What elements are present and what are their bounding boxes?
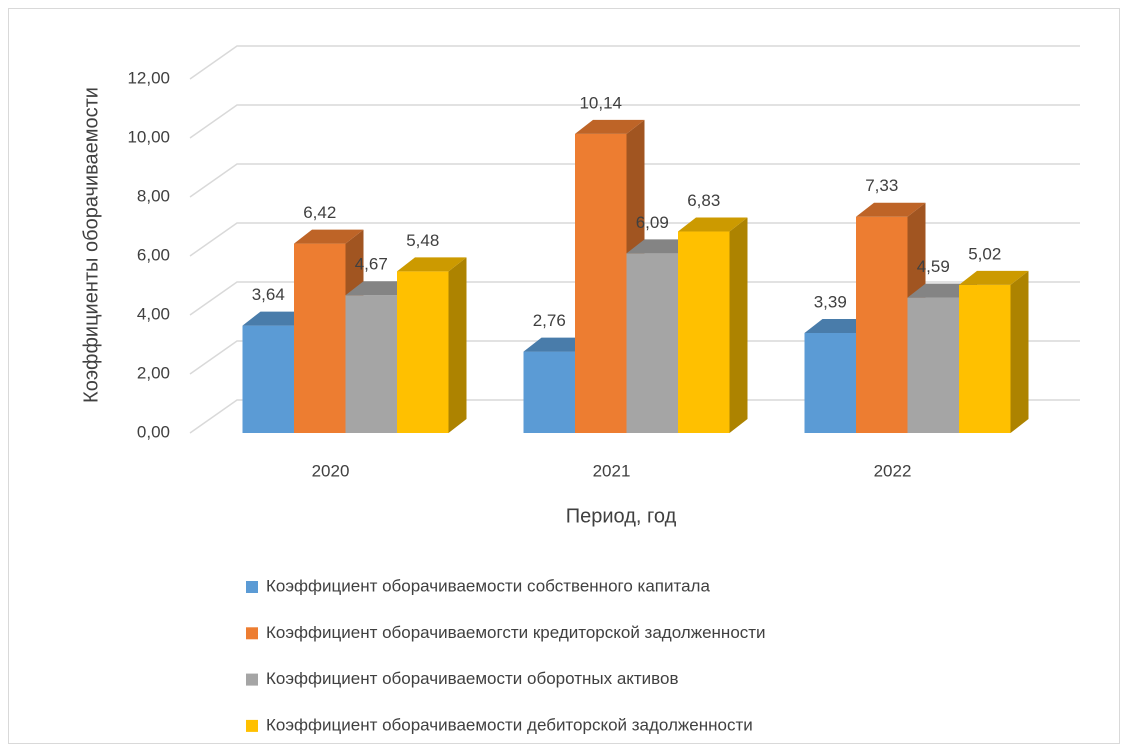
x-axis-title: Период, год: [566, 505, 677, 527]
y-tick-label: 4,00: [137, 304, 170, 323]
bar-top: [678, 217, 748, 232]
grid-line: [189, 45, 1080, 80]
y-axis-title: Коэффициенты оборачиваемости: [80, 87, 102, 403]
x-tick-label: 2020: [312, 461, 350, 480]
data-label: 7,33: [865, 176, 898, 195]
bar-top: [959, 270, 1029, 285]
bar-top: [397, 257, 467, 272]
legend-label: Коэффициент оборачиваемости оборотных ак…: [266, 669, 679, 688]
grid-line: [189, 104, 1080, 139]
data-label: 2,76: [533, 311, 566, 330]
grid-line: [189, 222, 1080, 257]
legend-label: Коэффициент оборачиваемогсти кредиторско…: [266, 623, 766, 642]
y-tick-label: 10,00: [127, 127, 170, 146]
bar-front: [856, 216, 908, 433]
data-label: 6,09: [636, 213, 669, 232]
bar-front: [294, 243, 346, 433]
legend-swatch: [246, 719, 258, 732]
y-tick-label: 12,00: [127, 68, 170, 87]
bar-front: [907, 297, 959, 433]
legend-swatch: [246, 627, 258, 640]
bar-front: [397, 271, 449, 433]
grid-line: [189, 281, 1080, 316]
legend-label: Коэффициент оборачиваемости собственного…: [266, 576, 710, 595]
bar-side: [729, 217, 748, 433]
x-tick-label: 2022: [874, 461, 912, 480]
y-tick-label: 8,00: [137, 186, 170, 205]
y-tick-label: 0,00: [137, 422, 170, 441]
bar-front: [626, 253, 678, 433]
data-label: 3,64: [252, 285, 285, 304]
bar-front: [575, 133, 627, 433]
legend-swatch: [246, 673, 258, 686]
grid-line: [189, 340, 1080, 375]
bar-side: [448, 257, 467, 433]
data-label: 5,02: [968, 244, 1001, 263]
bar-front: [345, 295, 397, 433]
grid-line: [189, 399, 1080, 434]
bar-front: [523, 351, 575, 433]
data-label: 5,48: [406, 231, 439, 250]
bar-front: [242, 325, 294, 433]
data-label: 3,39: [814, 292, 847, 311]
data-label: 4,59: [917, 257, 950, 276]
y-tick-label: 2,00: [137, 363, 170, 382]
legend-swatch: [246, 581, 258, 593]
y-tick-label: 6,00: [137, 245, 170, 264]
data-label: 6,42: [303, 203, 336, 222]
bar-top: [575, 119, 645, 134]
data-label: 10,14: [579, 93, 622, 112]
data-label: 4,67: [355, 255, 388, 274]
grid-line: [189, 163, 1080, 198]
bar-front: [804, 332, 856, 433]
bar-side: [1010, 270, 1029, 433]
bar-front: [959, 284, 1011, 433]
data-label: 6,83: [687, 191, 720, 210]
bar-top: [856, 202, 926, 217]
legend-label: Коэффициент оборачиваемости дебиторской …: [266, 715, 753, 734]
bar-top: [294, 229, 364, 244]
bar-front: [678, 231, 730, 433]
x-tick-label: 2021: [593, 461, 631, 480]
